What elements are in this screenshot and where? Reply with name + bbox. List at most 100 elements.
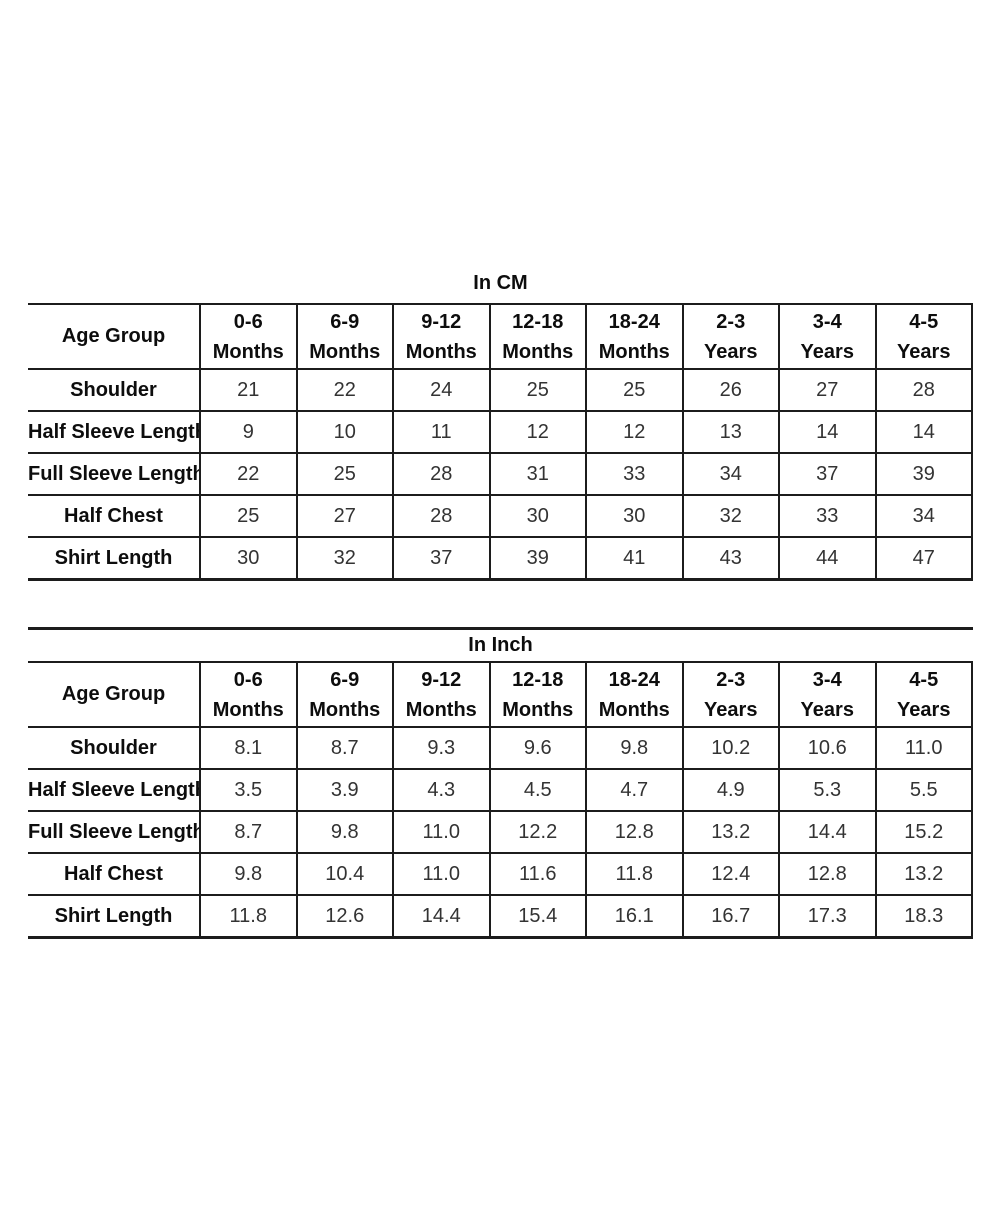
- size-value-cell: 4.9: [681, 768, 780, 812]
- header-row: Age Group 0-6 Months 6-9 Months 9-12 Months 12-…: [28, 303, 973, 370]
- size-value-cell: 14.4: [392, 894, 491, 939]
- measurement-row-label: Half Chest: [28, 852, 201, 896]
- size-value-cell: 25: [488, 368, 587, 412]
- age-column-header-cell: 0-6 Months: [199, 303, 298, 370]
- size-value-cell: 15.2: [874, 810, 973, 854]
- measurement-row-label: Half Sleeve Length: [28, 410, 201, 454]
- age-group-header-cell: Age Group: [28, 661, 201, 728]
- size-value-cell: 10.2: [681, 726, 780, 770]
- measurement-row: Shoulder 21 22 24 25 25 26 27 28: [28, 368, 973, 412]
- size-value-cell: 17.3: [778, 894, 877, 939]
- age-column-header-cell: 18-24 Months: [585, 303, 684, 370]
- size-value-cell: 27: [778, 368, 877, 412]
- measurement-row-label: Half Chest: [28, 494, 201, 538]
- age-column-header-cell: 2-3 Years: [681, 661, 780, 728]
- size-value-cell: 12.8: [585, 810, 684, 854]
- size-value-cell: 12: [585, 410, 684, 454]
- size-value-cell: 24: [392, 368, 491, 412]
- size-value-cell: 25: [295, 452, 394, 496]
- size-value-cell: 16.7: [681, 894, 780, 939]
- age-group-header-cell: Age Group: [28, 303, 201, 370]
- size-value-cell: 30: [585, 494, 684, 538]
- age-column-header-cell: 6-9 Months: [295, 303, 394, 370]
- size-value-cell: 13.2: [681, 810, 780, 854]
- size-value-cell: 22: [199, 452, 298, 496]
- age-column-header-cell: 12-18 Months: [488, 661, 587, 728]
- size-value-cell: 39: [488, 536, 587, 581]
- size-value-cell: 25: [585, 368, 684, 412]
- size-value-cell: 14: [874, 410, 973, 454]
- section-divider-line: [28, 627, 973, 630]
- age-column-header-cell: 9-12 Months: [392, 661, 491, 728]
- measurement-row-label: Full Sleeve Length: [28, 810, 201, 854]
- size-value-cell: 37: [392, 536, 491, 581]
- age-column-header-cell: 12-18 Months: [488, 303, 587, 370]
- size-value-cell: 11.8: [199, 894, 298, 939]
- age-column-header-cell: 4-5 Years: [874, 661, 973, 728]
- size-value-cell: 9: [199, 410, 298, 454]
- size-value-cell: 33: [585, 452, 684, 496]
- measurement-row-label: Shirt Length: [28, 536, 201, 581]
- size-value-cell: 3.9: [295, 768, 394, 812]
- size-value-cell: 5.5: [874, 768, 973, 812]
- size-value-cell: 13.2: [874, 852, 973, 896]
- size-value-cell: 16.1: [585, 894, 684, 939]
- size-value-cell: 14: [778, 410, 877, 454]
- size-value-cell: 10.6: [778, 726, 877, 770]
- age-column-header-cell: 6-9 Months: [295, 661, 394, 728]
- size-value-cell: 31: [488, 452, 587, 496]
- size-value-cell: 32: [681, 494, 780, 538]
- size-value-cell: 22: [295, 368, 394, 412]
- size-value-cell: 10.4: [295, 852, 394, 896]
- size-value-cell: 28: [874, 368, 973, 412]
- measurement-row: Shoulder 8.1 8.7 9.3 9.6 9.8 10.2 10.6 11.0: [28, 726, 973, 770]
- measurement-row: Shirt Length 11.8 12.6 14.4 15.4 16.1 16.7 17.3…: [28, 894, 973, 939]
- size-value-cell: 26: [681, 368, 780, 412]
- age-column-header-cell: 2-3 Years: [681, 303, 780, 370]
- size-value-cell: 4.5: [488, 768, 587, 812]
- measurement-row-label: Full Sleeve Length: [28, 452, 201, 496]
- size-value-cell: 11.0: [392, 810, 491, 854]
- size-value-cell: 9.6: [488, 726, 587, 770]
- size-value-cell: 28: [392, 452, 491, 496]
- measurement-row-label: Half Sleeve Length: [28, 768, 201, 812]
- size-value-cell: 15.4: [488, 894, 587, 939]
- size-value-cell: 12: [488, 410, 587, 454]
- size-value-cell: 32: [295, 536, 394, 581]
- size-value-cell: 44: [778, 536, 877, 581]
- measurement-row-label: Shoulder: [28, 726, 201, 770]
- size-value-cell: 12.8: [778, 852, 877, 896]
- size-value-cell: 4.3: [392, 768, 491, 812]
- size-value-cell: 9.3: [392, 726, 491, 770]
- age-column-header-cell: 9-12 Months: [392, 303, 491, 370]
- size-value-cell: 8.7: [199, 810, 298, 854]
- inch-size-table: Age Group 0-6 Months 6-9 Months 9-12 Months 12-…: [28, 661, 973, 939]
- measurement-row-label: Shirt Length: [28, 894, 201, 939]
- measurement-row: Half Chest 25 27 28 30 30 32 33 34: [28, 494, 973, 538]
- size-value-cell: 34: [874, 494, 973, 538]
- size-value-cell: 9.8: [295, 810, 394, 854]
- size-value-cell: 8.1: [199, 726, 298, 770]
- size-value-cell: 30: [199, 536, 298, 581]
- size-value-cell: 4.7: [585, 768, 684, 812]
- size-value-cell: 28: [392, 494, 491, 538]
- age-column-header-cell: 3-4 Years: [778, 303, 877, 370]
- size-value-cell: 27: [295, 494, 394, 538]
- size-value-cell: 30: [488, 494, 587, 538]
- size-value-cell: 11.8: [585, 852, 684, 896]
- header-row: Age Group 0-6 Months 6-9 Months 9-12 Months 12-…: [28, 661, 973, 728]
- size-value-cell: 43: [681, 536, 780, 581]
- size-value-cell: 37: [778, 452, 877, 496]
- size-value-cell: 5.3: [778, 768, 877, 812]
- size-value-cell: 41: [585, 536, 684, 581]
- age-column-header-cell: 0-6 Months: [199, 661, 298, 728]
- size-value-cell: 3.5: [199, 768, 298, 812]
- age-column-header-cell: 3-4 Years: [778, 661, 877, 728]
- age-column-header-cell: 18-24 Months: [585, 661, 684, 728]
- measurement-row: Half Chest 9.8 10.4 11.0 11.6 11.8 12.4 12.8 13.…: [28, 852, 973, 896]
- size-value-cell: 12.4: [681, 852, 780, 896]
- size-value-cell: 12.6: [295, 894, 394, 939]
- size-value-cell: 11.0: [874, 726, 973, 770]
- size-value-cell: 25: [199, 494, 298, 538]
